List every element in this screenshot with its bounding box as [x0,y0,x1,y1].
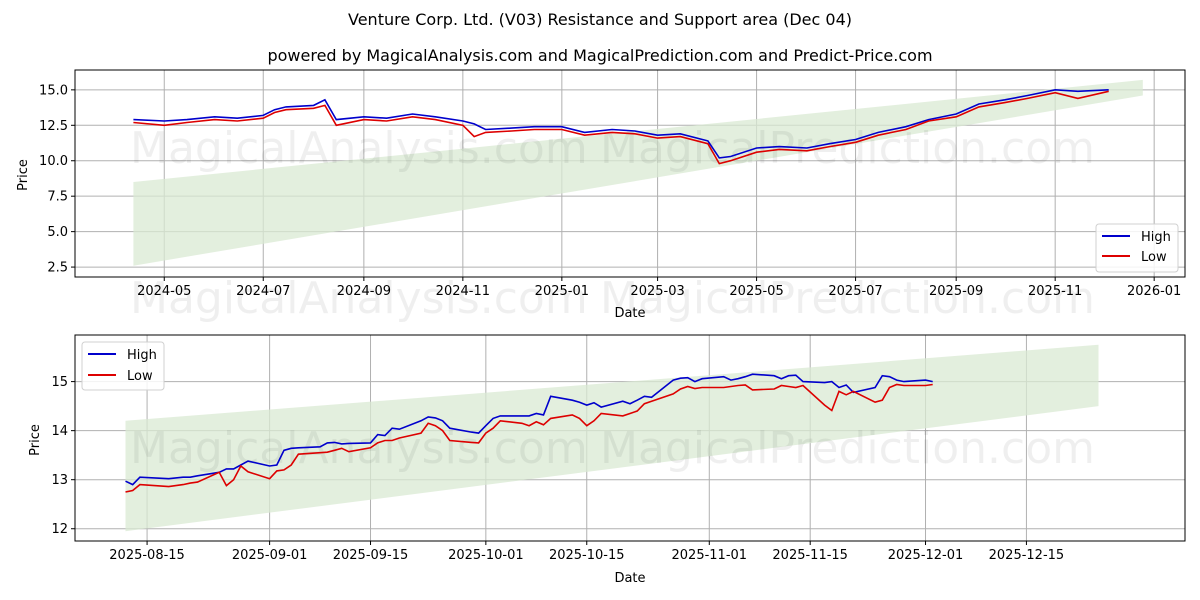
y-tick-label: 10.0 [39,154,68,169]
top-support-resistance-band [133,79,1143,266]
x-tick-label: 2025-01 [535,284,589,299]
y-tick-label: 15.0 [39,83,68,98]
watermark-magicalprediction-2: MagicalPrediction.com [600,273,1095,324]
bottom-low-line [125,383,933,493]
y-tick-label: 5.0 [47,225,68,240]
legend-low-label-bottom: Low [127,369,153,384]
y-tick-label: 2.5 [47,261,68,276]
chart-title: Venture Corp. Ltd. (V03) Resistance and … [348,10,852,29]
x-tick-label: 2026-01 [1127,284,1181,299]
x-tick-label: 2025-08-15 [109,548,185,563]
top-chart: MagicalAnalysis.com MagicalPrediction.co… [16,69,1186,324]
watermark-magicalprediction: MagicalPrediction.com [600,123,1095,174]
x-tick-label: 2025-05 [729,284,783,299]
x-tick-label: 2025-09-15 [333,548,409,563]
x-tick-label: 2025-07 [828,284,882,299]
top-low-line [133,90,1109,165]
watermark-magicalanalysis-3: MagicalAnalysis.com [130,423,588,474]
bottom-legend: High Low [81,341,165,391]
y-tick-label: 13 [51,473,68,488]
y-tick-label: 14 [51,424,68,439]
bottom-axis-ticks: 2025-08-15 2025-09-01 2025-09-15 2025-10-01… [51,375,1064,563]
x-tick-label: 2024-11 [436,284,490,299]
x-tick-label: 2024-05 [137,284,191,299]
x-tick-label: 2025-12-01 [888,548,964,563]
bottom-high-line [125,373,933,486]
x-tick-label: 2025-11 [1028,284,1082,299]
top-x-axis-label: Date [614,306,645,321]
top-plot-frame [74,69,1186,278]
x-tick-label: 2025-10-15 [549,548,625,563]
top-legend: High Low [1095,223,1179,273]
top-axis-ticks: 2024-05 2024-07 2024-09 2024-11 2025-01 2025-… [39,83,1181,299]
watermark-magicalanalysis-2: MagicalAnalysis.com [130,273,588,324]
bottom-plot-frame [74,334,1186,542]
bottom-y-axis-label: Price [28,424,43,456]
top-high-line [133,88,1109,159]
top-y-axis-label: Price [16,159,31,191]
x-tick-label: 2025-03 [630,284,684,299]
legend-high-label: High [1141,230,1171,245]
chart-subtitle: powered by MagicalAnalysis.com and Magic… [267,46,933,65]
y-tick-label: 12.5 [39,119,68,134]
bottom-x-axis-label: Date [614,571,645,586]
y-tick-label: 15 [51,375,68,390]
x-tick-label: 2025-09-01 [232,548,308,563]
x-tick-label: 2024-09 [337,284,391,299]
x-tick-label: 2025-12-15 [989,548,1065,563]
x-tick-label: 2025-11-01 [672,548,748,563]
y-tick-label: 12 [51,522,68,537]
legend-low-label: Low [1141,250,1167,265]
bottom-chart: MagicalAnalysis.com MagicalPrediction.co… [28,334,1186,586]
x-tick-label: 2025-11-15 [772,548,848,563]
x-tick-label: 2024-07 [236,284,290,299]
watermark-magicalprediction-3: MagicalPrediction.com [600,423,1095,474]
x-tick-label: 2025-10-01 [448,548,524,563]
x-tick-label: 2025-09 [929,284,983,299]
legend-high-label-bottom: High [127,348,157,363]
y-tick-label: 7.5 [47,190,68,205]
